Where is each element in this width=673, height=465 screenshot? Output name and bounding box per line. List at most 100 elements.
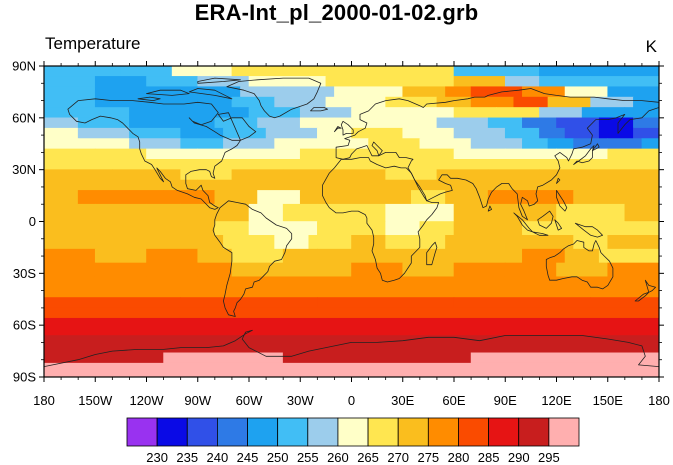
colorbar-swatch	[518, 417, 550, 447]
temperature-cell	[504, 179, 557, 191]
temperature-cell	[180, 169, 233, 181]
temperature-cell	[129, 107, 173, 119]
coastline-antarctica	[44, 329, 659, 367]
temperature-cell	[129, 127, 181, 139]
temperature-cell	[180, 221, 216, 236]
temperature-cell	[351, 235, 386, 250]
temperature-cell	[94, 262, 147, 278]
temperature-cell	[94, 86, 147, 98]
temperature-cell	[44, 286, 199, 298]
temperature-cell	[171, 66, 233, 77]
temperature-cell	[317, 297, 455, 309]
temperature-cell	[607, 262, 659, 278]
temperature-cell	[453, 276, 557, 288]
temperature-cell	[453, 297, 591, 309]
temperature-cell	[453, 148, 506, 160]
temperature-cell	[180, 138, 224, 150]
temperature-cell	[368, 190, 412, 205]
longitude-axis: 180 150W 120W 90W 60W 30W 0 30E 60E 90E 120E 150E 18…	[33, 61, 670, 408]
temperature-cell	[146, 203, 181, 222]
lon-tick-label: 180	[648, 393, 670, 408]
temperature-cell	[77, 190, 130, 205]
temperature-cell	[44, 190, 79, 205]
temperature-cell	[223, 235, 250, 250]
temperature-cell	[410, 107, 455, 119]
temperature-cell	[325, 138, 369, 150]
coastlines	[44, 77, 659, 367]
temperature-cell	[334, 117, 386, 129]
colorbar-label: 250	[267, 450, 289, 465]
colorbar-swatch	[397, 417, 429, 447]
lat-tick-label: 90N	[12, 59, 36, 74]
temperature-cell	[231, 262, 267, 278]
temperature-cell	[44, 127, 79, 139]
temperature-cell	[633, 117, 659, 129]
coastline-greenland	[226, 77, 322, 119]
temperature-cell	[44, 86, 96, 98]
temperature-cell	[539, 76, 591, 88]
temperature-cell	[282, 203, 318, 222]
temperature-cell	[77, 117, 130, 129]
temperature-cell	[94, 203, 147, 222]
temperature-cell	[146, 235, 190, 250]
temperature-cell	[282, 221, 318, 236]
temperature-cell	[547, 96, 591, 108]
temperature-cell	[607, 86, 659, 98]
temperature-cell	[44, 203, 96, 222]
temperature-cell	[402, 76, 455, 88]
temperature-cell	[564, 248, 600, 264]
colorbar-label: 270	[387, 450, 409, 465]
colorbar-swatch	[427, 417, 459, 447]
colorbar-label: 260	[327, 450, 349, 465]
temperature-cell	[564, 86, 609, 98]
temperature-cell	[44, 159, 96, 170]
temperature-cell	[325, 96, 386, 108]
temperature-cell	[214, 203, 250, 222]
temperature-cell	[556, 159, 609, 170]
temperature-cell	[231, 248, 258, 264]
temperature-cell	[445, 86, 472, 98]
colorbar-swatch	[156, 417, 188, 447]
temperature-cell	[146, 248, 199, 264]
temperature-cell	[317, 127, 352, 139]
temperature-cell	[487, 190, 532, 205]
temperature-cell	[522, 117, 557, 129]
temperature-cell	[419, 138, 472, 150]
temperature-cell	[522, 248, 566, 264]
temperature-cell	[539, 107, 583, 119]
lon-tick-label: 120W	[130, 393, 165, 408]
temperature-cell	[282, 352, 472, 364]
temperature-cell	[248, 317, 421, 329]
temperature-cell	[146, 76, 199, 88]
temperature-cell	[453, 66, 540, 77]
temperature-cell	[607, 138, 643, 150]
temperature-cell	[453, 159, 506, 170]
lon-tick-label: 180	[33, 393, 55, 408]
lon-tick-label: 90E	[494, 393, 517, 408]
coastline-arctic-islands	[137, 77, 241, 101]
temperature-cell	[257, 248, 284, 264]
temperature-cell	[44, 362, 659, 377]
temperature-cell	[496, 107, 540, 119]
temperature-cell	[641, 138, 659, 150]
temperature-cell	[334, 86, 404, 98]
temperature-cell	[607, 148, 659, 160]
temperature-cell	[402, 262, 455, 278]
temperature-cell	[598, 117, 634, 129]
temperature-cell	[633, 96, 659, 108]
temperature-cell	[299, 148, 352, 160]
temperature-cell	[257, 117, 301, 129]
temperature-cell	[385, 203, 421, 222]
coastline-british-isles	[334, 120, 354, 136]
temperature-cell	[308, 235, 352, 250]
temperature-cell	[214, 221, 250, 236]
colorbar-label: 280	[448, 450, 470, 465]
temperature-cell	[44, 117, 79, 129]
lat-tick-label: 60N	[12, 110, 36, 125]
temperature-cell	[94, 76, 147, 88]
temperature-cell	[44, 342, 250, 354]
temperature-cell	[624, 203, 659, 222]
temperature-cell	[240, 86, 284, 98]
temperature-cell	[94, 235, 147, 250]
colorbar-label: 245	[237, 450, 259, 465]
